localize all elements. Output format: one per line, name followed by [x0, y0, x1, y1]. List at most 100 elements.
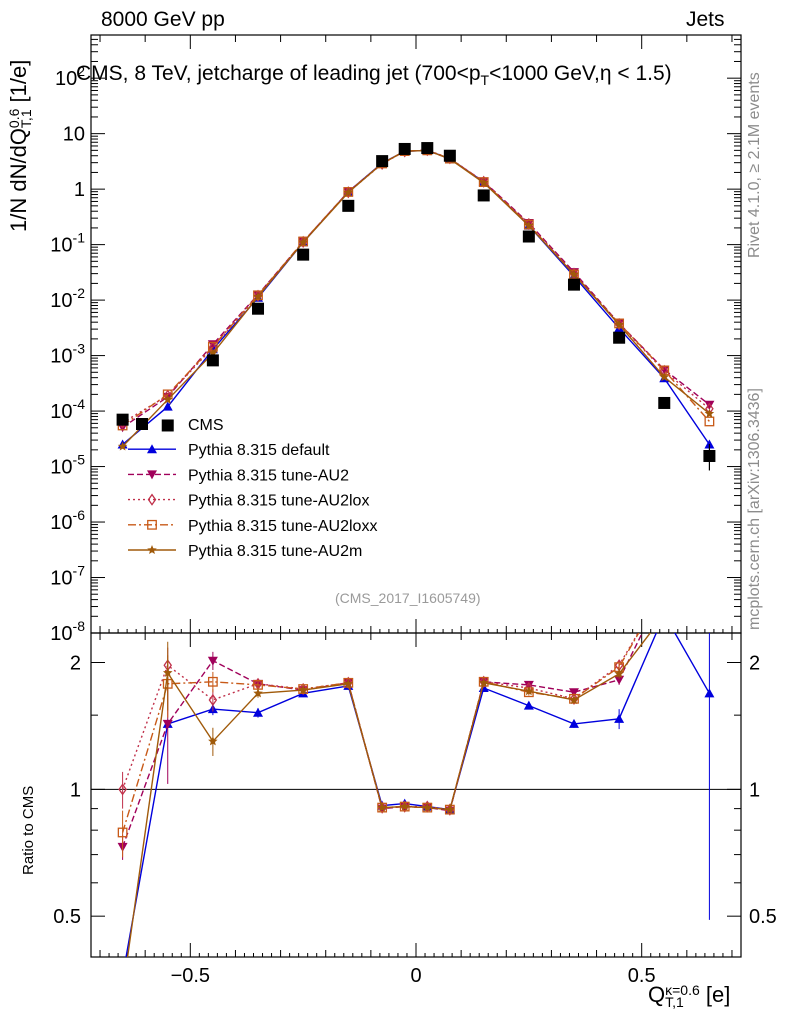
top-y-axis-title: 1/N dN/dQ 0.6 T,1 [1/e]: [6, 59, 35, 232]
ratio-tick-label-right: 2: [749, 653, 760, 675]
legend-marker-3: [147, 519, 157, 530]
ratio-point-2: [479, 675, 489, 688]
header-left-label: 8000 GeV pp: [101, 8, 225, 31]
ratio-point-0: [523, 700, 534, 710]
ratio-point-3: [207, 676, 218, 687]
y-tick-label: 10-3: [50, 341, 85, 368]
y-tick-label: 1: [74, 179, 85, 201]
ratio-point-2: [118, 783, 127, 796]
rivet-version-label: Rivet 4.1.0, ≥ 2.1M events: [746, 72, 763, 258]
series-point-3: [298, 236, 309, 247]
legend-label-3: Pythia 8.315 tune-AU2loxx: [188, 518, 377, 535]
series-point-4: [479, 177, 489, 187]
cms-data-point: [443, 149, 456, 162]
axis-ticks: −0.5 0 0.5 10-8 10-7 10-6 10-5 10-4 10-3 10-2 10-1…: [50, 34, 777, 987]
ratio-point-0: [614, 713, 625, 723]
ratio-point-4: [208, 736, 218, 746]
y-tick-label: 10: [63, 124, 85, 146]
series-point-4: [614, 319, 624, 329]
ratio-point-0: [568, 718, 579, 728]
header-right-label: Jets: [686, 8, 725, 31]
ratio-tick-label-right: 0.5: [749, 906, 777, 928]
ratio-point-3: [117, 827, 128, 838]
plot-title-post: <1000 GeV,η < 1.5): [489, 62, 672, 85]
cms-data-point: [398, 142, 411, 155]
ratio-point-3: [660, 584, 669, 593]
cms-data-point: [297, 248, 310, 261]
y-tick-label: 10-4: [50, 396, 85, 423]
x-axis-title-main: Q: [648, 982, 666, 1007]
legend: CMS Pythia 8.315 default Pythia 8.315 tune…: [128, 417, 377, 560]
ratio-line-4: [126, 633, 652, 957]
series-point-4: [163, 394, 173, 404]
cms-data-point: [206, 354, 219, 367]
series-line-1: [122, 149, 710, 428]
cms-data-point: [522, 230, 535, 243]
legend-marker-1: [147, 470, 157, 480]
series-point-4: [253, 291, 263, 301]
cms-data-point: [421, 142, 434, 155]
top-y-axis-title-sub: T,1: [18, 109, 35, 129]
cms-data-point: [703, 449, 716, 462]
cms-data-point: [477, 189, 490, 202]
series-line-0: [122, 149, 710, 446]
legend-label-2: Pythia 8.315 tune-AU2lox: [188, 493, 369, 510]
ratio-point-1: [659, 584, 669, 593]
ratio-point-1: [614, 675, 625, 685]
ratio-point-4: [118, 987, 128, 996]
ratio-panel-frame: [90, 632, 742, 958]
ratio-point-2: [706, 583, 713, 593]
cms-data-point: [342, 199, 355, 212]
ratio-tick-label-left: 1: [70, 779, 81, 801]
series-line-3: [122, 149, 710, 427]
legend-label-1: Pythia 8.315 tune-AU2: [188, 467, 349, 484]
x-axis-title-sub: T,1: [665, 994, 684, 1011]
analysis-watermark: (CMS_2017_I1605749): [335, 590, 481, 606]
top-y-axis-title-post: [1/e]: [6, 59, 31, 109]
series-point-3: [523, 219, 534, 230]
ratio-point-4: [422, 802, 432, 812]
legend-label-cms: CMS: [188, 417, 224, 434]
cms-data-point: [567, 278, 580, 291]
ratio-point-4: [298, 685, 308, 695]
ratio-point-0: [704, 688, 715, 698]
series-point-0: [704, 439, 715, 449]
cms-data-point: [161, 419, 174, 432]
series-point-4: [298, 237, 308, 247]
x-tick-label: −0.5: [171, 965, 210, 987]
mcplots-label: mcplots.cern.ch [arXiv:1306.3436]: [746, 388, 763, 630]
ratio-point-4: [569, 694, 579, 704]
series-point-4: [343, 187, 353, 197]
ratio-point-1: [704, 584, 714, 593]
ratio-point-0: [253, 707, 264, 717]
cms-data-point: [116, 413, 129, 426]
series-point-4: [704, 408, 715, 418]
legend-marker-0: [147, 444, 157, 454]
ratio-tick-label-right: 1: [749, 779, 760, 801]
y-tick-label: 102: [55, 63, 85, 90]
x-axis-title-unit: [e]: [699, 982, 731, 1007]
series-point-4: [659, 372, 669, 382]
x-tick-label: 0: [410, 965, 421, 987]
ratio-panel-series: [117, 583, 715, 996]
ratio-point-4: [705, 583, 715, 592]
series-point-3: [704, 416, 715, 427]
ratio-point-2: [208, 693, 218, 707]
cms-data-point: [252, 302, 265, 315]
ratio-line-0: [125, 633, 711, 957]
plot-title-pre: CMS, 8 TeV, jetcharge of leading jet (70…: [76, 62, 481, 85]
y-tick-label: 10-6: [50, 507, 85, 534]
ratio-point-4: [524, 686, 534, 696]
data-series: [116, 142, 716, 996]
y-tick-label: 10-2: [50, 285, 85, 312]
ratio-point-2: [569, 692, 579, 705]
cms-data-point: [658, 396, 671, 409]
series-point-1: [704, 400, 715, 410]
y-tick-label: 10-8: [50, 618, 85, 645]
ratio-point-4: [377, 802, 387, 812]
ratio-point-4: [660, 610, 670, 619]
ratio-point-2: [343, 676, 353, 689]
ratio-point-0: [118, 971, 128, 980]
